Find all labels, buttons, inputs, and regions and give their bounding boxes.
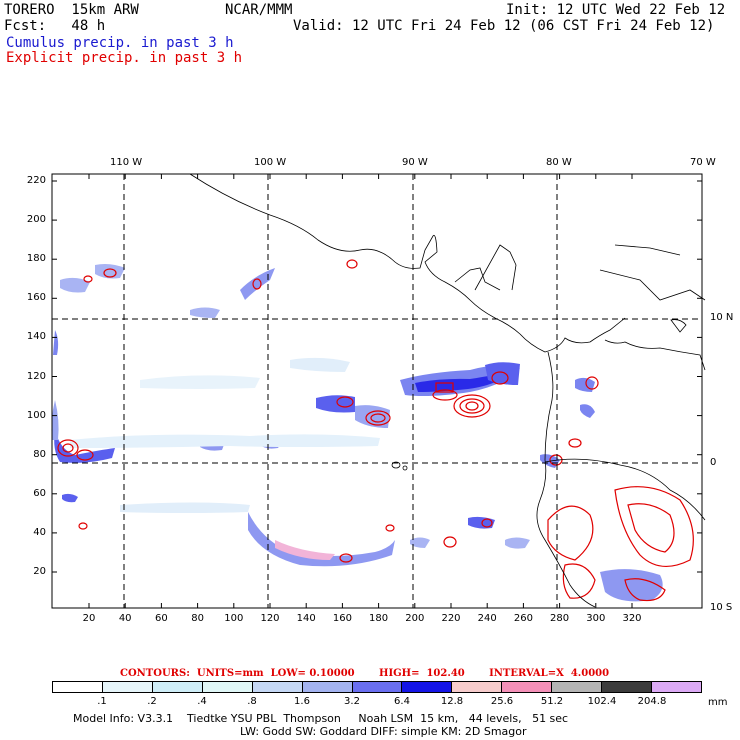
y-tick-label: 220	[26, 175, 46, 186]
colorbar-level: 1.6	[294, 696, 310, 707]
y-tick-label: 40	[33, 526, 46, 538]
forecast-hour: Fcst: 48 h	[4, 18, 106, 34]
lat-label: 10 S	[710, 602, 733, 613]
colorbar-level: 12.8	[440, 696, 464, 707]
x-tick-label: 320	[622, 613, 642, 624]
valid-time: Valid: 12 UTC Fri 24 Feb 12 (06 CST Fri …	[293, 18, 715, 34]
colorbar-level: 25.6	[490, 696, 514, 707]
lon-label: 110 W	[110, 157, 143, 168]
x-tick-label: 80	[191, 613, 204, 624]
center-label: NCAR/MMM	[225, 2, 293, 18]
colorbar-swatch	[101, 682, 152, 692]
colorbar-level: .4	[197, 696, 207, 707]
y-tick-label: 100	[26, 409, 46, 421]
colorbar-swatch	[401, 682, 452, 692]
contours-info: CONTOURS: UNITS=mm LOW= 0.10000 HIGH= 10…	[120, 668, 610, 679]
physics-info: LW: Godd SW: Goddard DIFF: simple KM: 2D…	[240, 725, 527, 738]
coastlines	[189, 173, 706, 608]
colorbar-swatch	[251, 682, 302, 692]
x-tick-label: 260	[513, 613, 533, 624]
colorbar-level: .2	[147, 696, 157, 707]
explicit-legend: Explicit precip. in past 3 h	[6, 50, 243, 66]
y-tick-label: 80	[33, 448, 46, 460]
model-title: TORERO 15km ARW	[4, 2, 139, 18]
colorbar-level: 3.2	[344, 696, 360, 707]
colorbar-swatch	[351, 682, 402, 692]
x-tick-label: 300	[586, 613, 606, 624]
colorbar-swatch	[151, 682, 202, 692]
colorbar	[52, 681, 702, 693]
colorbar-level: .8	[247, 696, 257, 707]
x-tick-label: 120	[260, 613, 280, 624]
y-tick-label: 120	[26, 370, 46, 382]
colorbar-swatch	[53, 682, 102, 692]
cumulus-legend: Cumulus precip. in past 3 h	[6, 35, 234, 51]
lon-label: 80 W	[546, 157, 572, 168]
lat-label: 0	[710, 457, 717, 468]
explicit-precip-contours	[57, 259, 694, 602]
colorbar-swatch	[551, 682, 602, 692]
x-tick-label: 240	[477, 613, 497, 624]
colorbar-swatch	[451, 682, 502, 692]
y-tick-label: 180	[26, 253, 46, 265]
lon-label: 70 W	[690, 157, 716, 168]
colorbar-level: 204.8	[637, 696, 667, 707]
colorbar-swatch	[201, 682, 252, 692]
x-tick-label: 60	[155, 613, 168, 624]
lon-label: 90 W	[402, 157, 428, 168]
y-tick-label: 60	[33, 487, 46, 499]
colorbar-level: 6.4	[394, 696, 410, 707]
x-tick-label: 220	[441, 613, 461, 624]
colorbar-swatch	[501, 682, 552, 692]
x-tick-label: 40	[118, 613, 132, 624]
colorbar-unit: mm	[708, 697, 728, 708]
colorbar-swatch	[651, 682, 701, 692]
x-tick-label: 180	[369, 613, 389, 624]
y-tick-label: 160	[26, 292, 46, 304]
x-tick-label: 140	[296, 613, 316, 624]
init-time: Init: 12 UTC Wed 22 Feb 12	[506, 2, 726, 18]
y-tick-label: 140	[26, 331, 46, 343]
cumulus-precip-areas	[51, 264, 663, 602]
y-tick-label: 200	[26, 214, 46, 226]
map-frame	[51, 173, 703, 609]
colorbar-swatch	[301, 682, 352, 692]
graticule	[52, 174, 702, 608]
x-tick-label: 200	[405, 613, 425, 624]
axis-ticks	[52, 174, 702, 608]
colorbar-level: 51.2	[540, 696, 564, 707]
x-tick-label: 160	[332, 613, 352, 624]
x-tick-label: 100	[224, 613, 244, 624]
colorbar-level: 102.4	[587, 696, 617, 707]
colorbar-swatch	[601, 682, 652, 692]
y-tick-label: 20	[33, 566, 46, 577]
x-tick-label: 20	[82, 613, 96, 624]
model-info: Model Info: V3.3.1 Tiedtke YSU PBL Thomp…	[73, 712, 569, 725]
lon-label: 100 W	[254, 157, 287, 168]
lat-label: 10 N	[710, 312, 734, 323]
x-tick-label: 280	[550, 613, 570, 624]
colorbar-level: .1	[97, 696, 107, 707]
